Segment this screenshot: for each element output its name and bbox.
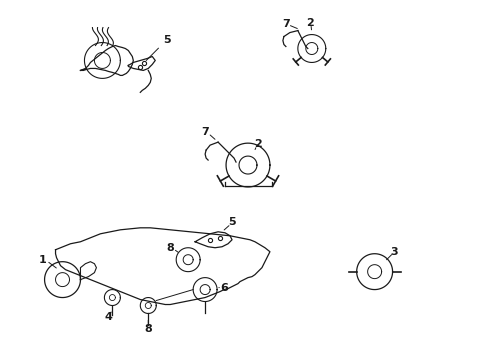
Text: 6: 6 (220, 283, 228, 293)
Text: 7: 7 (201, 127, 209, 137)
Text: 5: 5 (228, 217, 236, 227)
Text: 2: 2 (254, 139, 262, 149)
Text: 8: 8 (145, 324, 152, 334)
Text: 8: 8 (166, 243, 174, 253)
Text: 1: 1 (39, 255, 47, 265)
Text: 4: 4 (104, 312, 112, 323)
Text: 2: 2 (306, 18, 314, 28)
Text: 5: 5 (146, 35, 171, 60)
Text: 7: 7 (282, 19, 290, 28)
Text: 3: 3 (391, 247, 398, 257)
